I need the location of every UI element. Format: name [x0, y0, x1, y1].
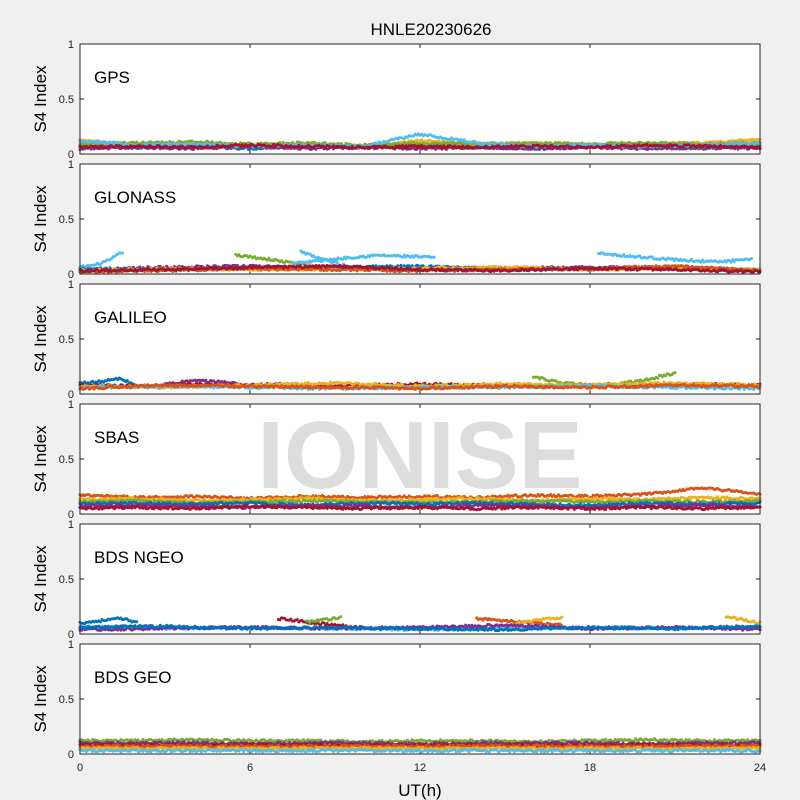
panel-gps: 0 0.5 1 GPS S4 Index — [31, 39, 762, 161]
panel-label: GPS — [94, 68, 130, 87]
data-point — [111, 140, 115, 144]
y-tick-label: 0 — [68, 149, 74, 161]
y-axis-label: S4 Index — [31, 65, 50, 133]
data-point — [121, 251, 124, 255]
y-tick-label: 1 — [68, 159, 74, 171]
y-tick-label: 1 — [68, 39, 74, 51]
data-point — [750, 257, 753, 260]
panel-background — [80, 44, 760, 154]
data-point — [620, 147, 623, 151]
y-tick-label: 0.5 — [59, 94, 74, 106]
figure-title: HNLE20230626 — [371, 20, 492, 39]
data-point — [420, 138, 424, 142]
data-point — [635, 148, 639, 151]
y-tick-label: 0.5 — [59, 214, 74, 226]
data-point — [432, 255, 436, 259]
data-point — [130, 147, 134, 150]
